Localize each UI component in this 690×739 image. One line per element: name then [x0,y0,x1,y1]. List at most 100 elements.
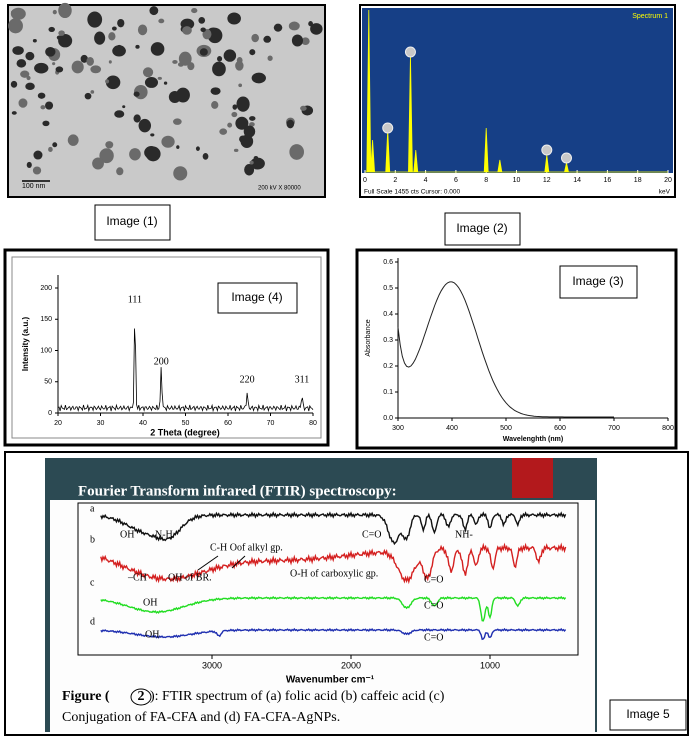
particle [52,9,57,15]
info-text: 200 kV X 80000 [258,186,301,192]
particle [210,87,221,95]
image-label: Image (1) [106,214,157,228]
particle [240,134,254,148]
y-tick-label: 50 [44,379,52,386]
particle [150,133,155,137]
particle [232,104,238,110]
particle [199,48,208,56]
particle [150,42,165,56]
particle [195,146,200,151]
particle [90,65,102,74]
particle [249,122,255,127]
xrd-trace [57,328,314,413]
x-tick-label: 10 [513,177,521,184]
particle [122,105,126,109]
figure-prefix: Figure ( [62,689,110,704]
x-axis-label: 2 Theta (degree) [150,427,220,437]
annotation: OH of BR. [168,572,212,583]
annotation: OH [145,629,159,640]
annotation: N-H [155,529,173,540]
particle [18,98,28,108]
particle [10,80,18,88]
scale-text: 100 nm [22,183,46,190]
particle [114,110,125,118]
particle [138,118,152,133]
particle [45,101,54,110]
particle [133,91,140,97]
particle [173,118,182,125]
particle [236,96,250,112]
ftir-trace [100,542,567,585]
arrow [197,555,219,571]
caption-line: Conjugation of FA-CFA and (d) FA-CFA-AgN… [62,710,340,725]
particle [243,125,256,138]
particle [12,46,24,55]
x-tick-label: 300 [392,425,404,432]
annotation: C=O [424,600,444,611]
x-tick-label: 700 [608,425,620,432]
particle [133,114,141,123]
particle [233,148,239,153]
particle [236,57,243,64]
caption-line: ): FTIR spectrum of (a) folic acid (b) c… [150,689,445,704]
uv-plot: 300 400 500 600 700 800 0.0 0.1 0.2 0.3 0.4 0.5 0.6 [383,258,674,432]
particle [52,62,56,66]
particle [80,54,88,63]
particle [212,61,226,77]
particle [182,26,192,35]
particle [235,116,249,130]
image-label: Image (2) [456,221,507,235]
particle [158,18,165,24]
ftir-title: Fourier Transform infrared (FTIR) spectr… [78,483,397,499]
image-label: Image (4) [231,290,282,304]
particle [219,128,228,135]
x-tick-label: 14 [573,177,581,184]
particle [191,8,198,14]
peak-marker [404,46,416,58]
peak-label: 220 [240,374,255,385]
particle [149,6,159,16]
x-tick-label: 600 [554,425,566,432]
y-tick-label: 0.2 [383,363,393,370]
y-tick-label: 150 [40,316,52,323]
y-tick-label: 0.5 [383,285,393,292]
particle [301,37,310,45]
y-tick-label: 100 [40,347,52,354]
ftir-trace [100,511,567,546]
x-tick-label: 400 [446,425,458,432]
x-tick-label: 40 [139,420,147,427]
x-axis-label: Wavenumber cm⁻¹ [286,675,375,686]
particle [217,56,223,62]
annotation: C=O [362,529,382,540]
particle [10,7,26,20]
edx-peaks [365,9,668,173]
particle [105,75,121,90]
particle [223,49,237,62]
trace-label: b [90,534,95,545]
particle [129,148,141,161]
y-tick-label: 0 [48,410,52,417]
particle [211,101,219,109]
particle [267,55,273,61]
ftir-plot: 3000 2000 1000 a b c d OH N-H C=O NH- C-H Oof alkyl… [77,502,579,670]
annotation: OH [143,597,157,608]
particle [157,76,162,80]
annotation: C=O [424,632,444,643]
x-tick-label: 20 [664,177,672,184]
particle [291,34,304,47]
particle [48,26,55,32]
particle [176,145,180,149]
annotation: NH- [455,529,473,540]
particle [58,2,72,19]
particle [90,90,95,94]
x-axis-label: Wavelenghth (nm) [503,436,563,443]
spectrum-name: Spectrum 1 [632,13,668,20]
uv-trace [397,281,614,418]
x-tick-label: 50 [182,420,190,427]
particle [180,18,195,30]
particle [144,146,159,160]
particle [173,166,188,181]
particle [176,87,190,103]
peak-marker [541,144,553,156]
annotation: C-H Oof alkyl gp. [210,542,283,553]
